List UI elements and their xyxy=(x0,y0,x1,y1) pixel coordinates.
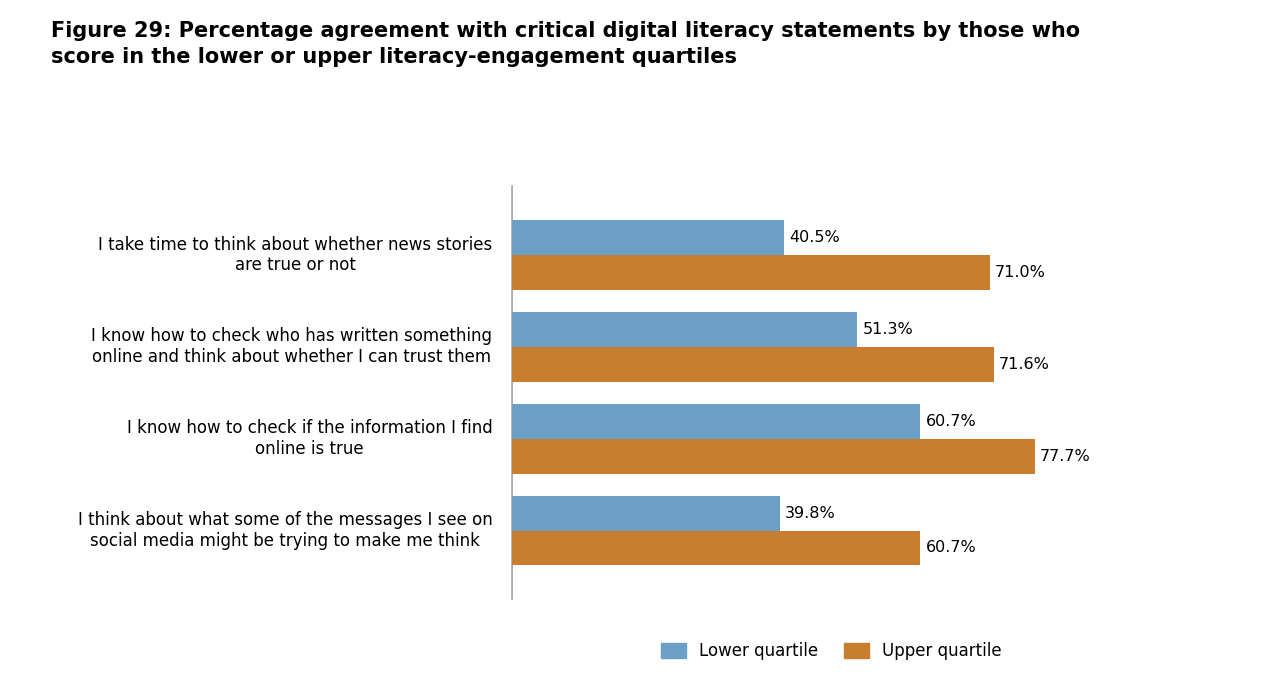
Bar xyxy=(512,312,857,347)
Text: 71.6%: 71.6% xyxy=(999,357,1050,372)
Text: 71.0%: 71.0% xyxy=(995,265,1046,280)
Bar xyxy=(512,347,994,382)
Bar xyxy=(512,255,990,290)
Bar xyxy=(512,404,920,439)
Text: I know how to check who has written something
online and think about whether I c: I know how to check who has written some… xyxy=(91,327,492,366)
Legend: Lower quartile, Upper quartile: Lower quartile, Upper quartile xyxy=(655,635,1008,667)
Text: Figure 29: Percentage agreement with critical digital literacy statements by tho: Figure 29: Percentage agreement with cri… xyxy=(51,21,1081,67)
Text: 39.8%: 39.8% xyxy=(785,506,835,521)
Text: 60.7%: 60.7% xyxy=(926,540,976,555)
Bar xyxy=(512,531,920,566)
Text: 40.5%: 40.5% xyxy=(789,230,840,245)
Text: 51.3%: 51.3% xyxy=(862,322,913,337)
Bar xyxy=(512,439,1035,473)
Text: 77.7%: 77.7% xyxy=(1040,449,1091,464)
Bar xyxy=(512,495,779,531)
Text: I take time to think about whether news stories
are true or not: I take time to think about whether news … xyxy=(98,236,492,274)
Text: 60.7%: 60.7% xyxy=(926,413,976,429)
Text: I think about what some of the messages I see on
social media might be trying to: I think about what some of the messages … xyxy=(78,511,492,550)
Text: I know how to check if the information I find
online is true: I know how to check if the information I… xyxy=(127,420,492,458)
Bar xyxy=(512,220,784,255)
